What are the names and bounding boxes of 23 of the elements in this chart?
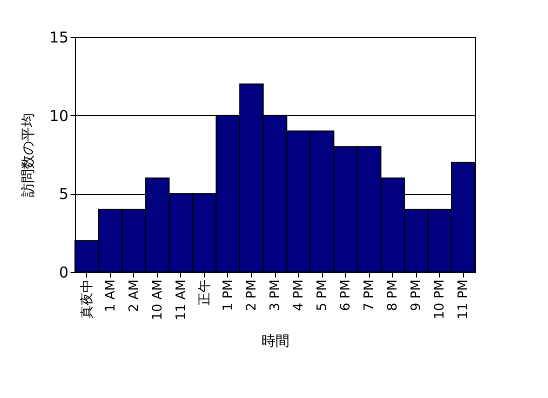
x-tick-label: 11 PM xyxy=(456,280,472,320)
x-tick-label: 2 PM xyxy=(244,280,260,311)
x-tick-label: 3 PM xyxy=(268,280,283,311)
y-tick-label: 15 xyxy=(49,28,68,46)
x-tick-label: 5 PM xyxy=(315,280,330,311)
x-tick-label: 9 PM xyxy=(409,280,424,311)
y-tick-label: 0 xyxy=(58,264,68,282)
y-tick-label: 10 xyxy=(49,106,68,125)
x-axis-title: 時間 xyxy=(262,333,290,350)
x-tick-label: 4 PM xyxy=(292,280,307,311)
x-tick-label: 1 AM xyxy=(103,280,118,312)
x-tick-label: 8 PM xyxy=(386,280,401,311)
y-axis-title: 訪問数の平均 xyxy=(20,113,36,197)
x-tick-label: 2 AM xyxy=(126,280,142,312)
x-tick-label: 10 AM xyxy=(150,280,166,320)
x-tick-label: 10 PM xyxy=(432,280,448,320)
x-tick-label: 1 PM xyxy=(220,280,236,311)
x-tick-label: 7 PM xyxy=(362,280,378,311)
x-tick-label: 正午 xyxy=(197,280,212,306)
x-tick-label: 11 AM xyxy=(174,280,189,320)
x-tick-label: 6 PM xyxy=(338,280,354,311)
x-tick-label: 真夜中 xyxy=(78,280,95,318)
y-tick-label: 5 xyxy=(58,185,68,204)
